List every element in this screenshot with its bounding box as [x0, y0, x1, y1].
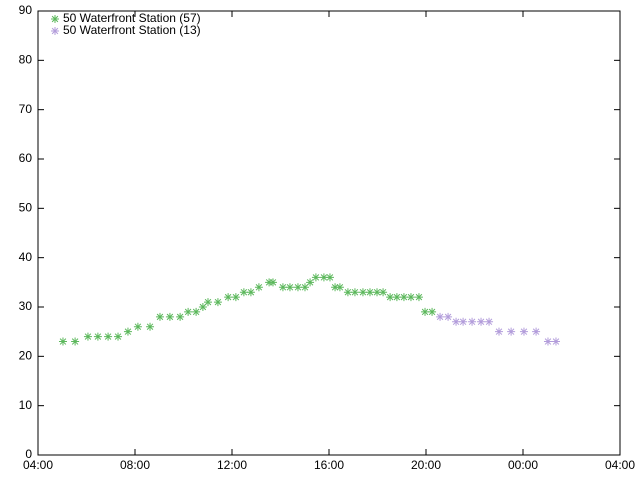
data-point	[198, 303, 207, 311]
data-point	[246, 288, 255, 297]
data-point	[278, 283, 287, 292]
data-point	[268, 278, 277, 287]
data-point	[319, 273, 328, 282]
legend-label: 50 Waterfront Station (13)	[63, 23, 201, 37]
x-tick-label: 16:00	[314, 458, 344, 472]
y-tick-label: 0	[25, 447, 32, 461]
data-point	[114, 332, 123, 341]
data-point	[373, 288, 382, 297]
data-point	[83, 332, 92, 341]
data-point	[459, 317, 468, 326]
data-point	[203, 298, 212, 307]
data-point	[155, 312, 164, 321]
data-point	[551, 337, 560, 346]
data-point	[532, 327, 541, 336]
data-point	[331, 283, 340, 292]
data-point	[468, 317, 477, 326]
data-point	[293, 283, 302, 292]
data-point	[436, 312, 445, 321]
data-point	[379, 288, 388, 297]
data-point	[325, 273, 334, 282]
data-point	[224, 293, 233, 302]
legend-label: 50 Waterfront Station (57)	[63, 11, 201, 25]
y-tick-label: 30	[19, 299, 33, 313]
x-tick-label: 04:00	[23, 458, 53, 472]
data-point	[239, 288, 248, 297]
data-point	[311, 273, 320, 282]
data-point	[165, 312, 174, 321]
plot-border	[37, 10, 621, 456]
y-tick-label: 80	[19, 53, 33, 67]
data-point	[358, 288, 367, 297]
y-tick-label: 90	[19, 3, 33, 17]
data-point	[507, 327, 516, 336]
data-point	[519, 327, 528, 336]
x-tick-label: 08:00	[120, 458, 150, 472]
data-point	[71, 337, 80, 346]
legend-marker	[51, 27, 59, 35]
data-point	[485, 317, 494, 326]
y-tick-label: 60	[19, 151, 33, 165]
x-tick-label: 00:00	[508, 458, 538, 472]
x-tick-label: 20:00	[411, 458, 441, 472]
data-point	[192, 307, 201, 316]
data-point	[300, 283, 309, 292]
data-point	[104, 332, 113, 341]
x-tick-label: 12:00	[217, 458, 247, 472]
y-tick-label: 70	[19, 102, 33, 116]
data-point	[350, 288, 359, 297]
data-point	[285, 283, 294, 292]
data-point	[213, 298, 222, 307]
data-point	[543, 337, 552, 346]
data-point	[444, 312, 453, 321]
data-point	[306, 278, 315, 287]
data-point	[231, 293, 240, 302]
data-point	[146, 322, 155, 331]
data-point	[176, 312, 185, 321]
data-point	[452, 317, 461, 326]
y-tick-label: 20	[19, 349, 33, 363]
data-point	[123, 327, 132, 336]
data-point	[335, 283, 344, 292]
data-point	[421, 307, 430, 316]
data-point	[365, 288, 374, 297]
data-point	[414, 293, 423, 302]
x-tick-label: 04:00	[605, 458, 635, 472]
y-tick-label: 40	[19, 250, 33, 264]
data-point	[58, 337, 67, 346]
data-point	[477, 317, 486, 326]
data-point	[254, 283, 263, 292]
data-point	[392, 293, 401, 302]
data-point	[399, 293, 408, 302]
data-point	[386, 293, 395, 302]
data-point	[343, 288, 352, 297]
y-tick-label: 50	[19, 201, 33, 215]
data-point	[133, 322, 142, 331]
legend-marker	[51, 15, 59, 23]
y-tick-label: 10	[19, 398, 33, 412]
data-point	[428, 307, 437, 316]
data-point	[184, 307, 193, 316]
data-point	[93, 332, 102, 341]
data-point	[406, 293, 415, 302]
data-point	[494, 327, 503, 336]
